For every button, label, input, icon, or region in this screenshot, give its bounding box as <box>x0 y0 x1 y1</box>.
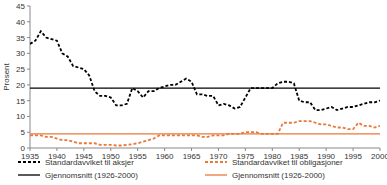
y-tick-label: 45 <box>16 2 25 11</box>
y-tick <box>27 21 30 22</box>
x-tick-label: 2000 <box>371 152 387 161</box>
y-tick-label: 30 <box>16 49 25 58</box>
x-tick <box>110 148 111 151</box>
legend-label: Standardavviket til aksjer <box>45 158 134 167</box>
x-axis <box>30 148 380 149</box>
y-tick-label: 35 <box>16 34 25 43</box>
series-line <box>30 87 380 88</box>
x-tick <box>83 148 84 151</box>
x-tick <box>218 148 219 151</box>
plot-area <box>30 31 380 145</box>
x-tick <box>56 148 57 151</box>
x-tick <box>326 148 327 151</box>
chart: 0510152025303540451935194019451950195519… <box>0 0 387 185</box>
y-tick <box>27 69 30 70</box>
legend-swatch <box>205 161 227 163</box>
y-tick <box>27 53 30 54</box>
legend-label: Standardavviket til obligasjoner <box>232 158 343 167</box>
series-line <box>30 133 380 134</box>
y-tick <box>27 116 30 117</box>
x-tick <box>353 148 354 151</box>
x-tick <box>164 148 165 151</box>
legend-swatch <box>205 174 227 175</box>
y-tick-label: 10 <box>16 112 25 121</box>
y-axis <box>30 6 31 148</box>
legend-label: Gjennomsnitt (1926-2000) <box>45 171 138 180</box>
x-tick <box>30 148 31 151</box>
y-tick-label: 5 <box>21 128 26 137</box>
x-tick-label: 1960 <box>156 152 174 161</box>
x-tick <box>191 148 192 151</box>
legend-swatch <box>18 161 40 163</box>
x-tick <box>245 148 246 151</box>
x-tick <box>380 148 381 151</box>
x-tick-label: 1970 <box>210 152 228 161</box>
x-tick <box>137 148 138 151</box>
series-line <box>30 121 380 145</box>
x-tick-label: 1935 <box>21 152 39 161</box>
x-tick <box>299 148 300 151</box>
y-tick <box>27 37 30 38</box>
y-tick <box>27 6 30 7</box>
x-tick-label: 1995 <box>344 152 362 161</box>
y-tick-label: 20 <box>16 81 25 90</box>
x-tick-label: 1965 <box>183 152 201 161</box>
y-tick <box>27 84 30 85</box>
y-axis-label: Prosent <box>2 62 11 90</box>
y-tick <box>27 100 30 101</box>
y-tick <box>27 132 30 133</box>
legend-swatch <box>18 174 40 175</box>
series-line <box>30 31 380 110</box>
x-tick <box>272 148 273 151</box>
legend-label: Gjennomsnitt (1926-2000) <box>232 171 325 180</box>
y-tick-label: 15 <box>16 97 25 106</box>
y-tick-label: 25 <box>16 65 25 74</box>
y-tick-label: 40 <box>16 18 25 27</box>
